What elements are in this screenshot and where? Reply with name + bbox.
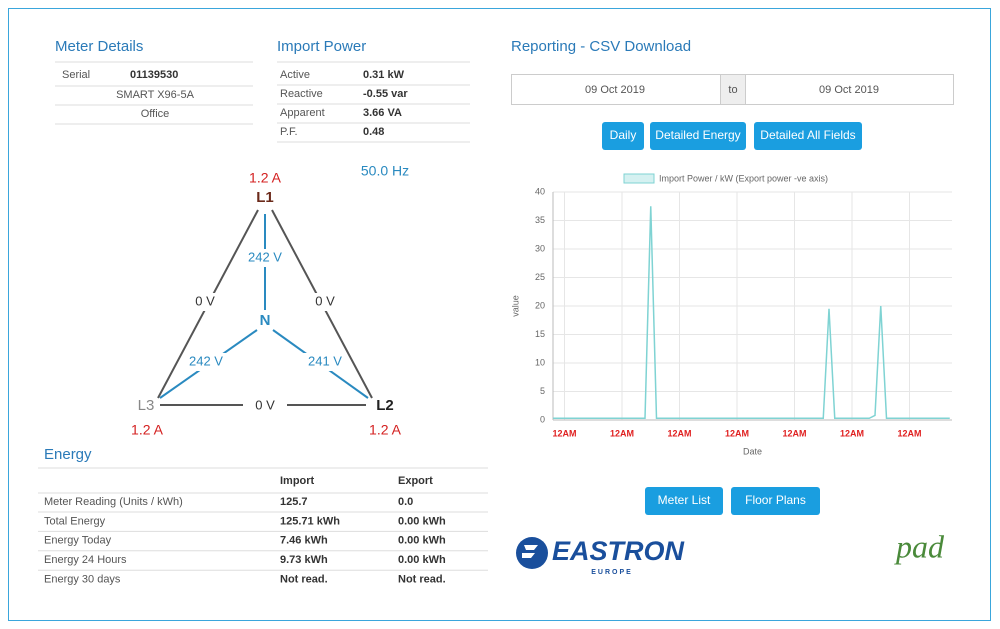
diagram-label: L1 — [256, 189, 274, 206]
diagram-label: 1.2 A — [249, 170, 282, 186]
y-tick-label: 30 — [535, 243, 545, 253]
label: Total Energy — [44, 515, 106, 527]
label: 9.73 kWh — [280, 554, 328, 566]
line-series — [553, 206, 950, 420]
addon — [720, 74, 746, 105]
diagram-label: 0 V — [195, 293, 215, 308]
logo-text: EUROPE — [591, 569, 633, 576]
label: 0.48 — [363, 126, 384, 138]
button-label: Detailed Energy — [655, 128, 740, 142]
label: Energy 30 days — [44, 574, 121, 586]
date-text: 09 Oct 2019 — [819, 84, 879, 96]
label: Export — [398, 475, 433, 487]
label-bg — [303, 353, 347, 371]
button-label: Detailed All Fields — [760, 128, 855, 142]
label: Import — [280, 475, 315, 487]
section-title: Import Power — [277, 38, 366, 55]
date-input[interactable] — [511, 74, 721, 105]
label: Reactive — [280, 88, 323, 100]
button[interactable] — [602, 122, 644, 150]
diagram-label: 50.0 Hz — [361, 163, 409, 179]
y-axis-label: value — [510, 295, 520, 317]
label: 125.7 — [280, 496, 308, 508]
frame — [8, 8, 991, 621]
label: 125.71 kWh — [280, 515, 340, 527]
date-text: 09 Oct 2019 — [585, 84, 645, 96]
label: 0.0 — [398, 496, 413, 508]
label: 7.46 kWh — [280, 535, 328, 547]
button[interactable] — [731, 487, 820, 515]
diagram-label: L3 — [138, 397, 155, 414]
label-bg — [243, 397, 287, 415]
diagram-label: 0 V — [255, 397, 275, 412]
label: Meter Reading (Units / kWh) — [44, 496, 183, 508]
label-bg — [183, 293, 227, 311]
y-tick-label: 0 — [540, 414, 545, 424]
button[interactable] — [645, 487, 723, 515]
y-tick-label: 10 — [535, 357, 545, 367]
y-tick-label: 5 — [540, 386, 545, 396]
section-title: Meter Details — [55, 38, 143, 55]
legend-swatch — [623, 173, 655, 184]
label: -0.55 var — [363, 88, 408, 100]
diagram-label: 1.2 A — [369, 422, 402, 438]
label: Apparent — [280, 107, 325, 119]
label: 0.00 kWh — [398, 535, 446, 547]
x-tick-label: 12AM — [725, 428, 749, 438]
button[interactable] — [754, 122, 862, 150]
label: 01139530 — [130, 69, 178, 81]
diagram-label: 242 V — [248, 249, 282, 264]
label: Energy Today — [44, 535, 112, 547]
y-tick-label: 25 — [535, 272, 545, 282]
button-label: Floor Plans — [745, 493, 806, 507]
label: 0.31 kW — [363, 69, 405, 81]
x-tick-label: 12AM — [552, 428, 576, 438]
button-label: Daily — [610, 128, 637, 142]
button-label: Meter List — [658, 493, 711, 507]
label: to — [728, 84, 737, 96]
diagram-label: 241 V — [308, 353, 342, 368]
date-input[interactable] — [745, 74, 954, 105]
label: 0.00 kWh — [398, 554, 446, 566]
section-title: Reporting - CSV Download — [511, 38, 691, 55]
x-tick-label: 12AM — [897, 428, 921, 438]
logo-text: EASTRON — [552, 536, 685, 566]
label-bg — [303, 293, 347, 311]
logo-text: pad — [894, 528, 945, 564]
x-tick-label: 12AM — [610, 428, 634, 438]
section-title: Energy — [44, 446, 92, 463]
button[interactable] — [650, 122, 746, 150]
label: 0.00 kWh — [398, 515, 446, 527]
label: Office — [141, 108, 170, 120]
label: 3.66 VA — [363, 107, 402, 119]
y-tick-label: 35 — [535, 215, 545, 225]
label: Not read. — [280, 574, 328, 586]
legend-label: Import Power / kW (Export power -ve axis… — [659, 173, 828, 183]
label: Not read. — [398, 574, 446, 586]
label: SMART X96-5A — [116, 89, 195, 101]
label: Energy 24 Hours — [44, 554, 127, 566]
label: Serial — [62, 69, 90, 81]
diagram-label: 1.2 A — [131, 422, 164, 438]
logo-icon — [522, 545, 538, 558]
diagram-label: 0 V — [315, 293, 335, 308]
diagram-label: 242 V — [189, 353, 223, 368]
x-axis-label: Date — [743, 446, 762, 456]
y-tick-label: 15 — [535, 329, 545, 339]
diagram-label: N — [260, 312, 271, 329]
diagram-label: L2 — [376, 397, 394, 414]
y-tick-label: 40 — [535, 186, 545, 196]
x-tick-label: 12AM — [840, 428, 864, 438]
label: Active — [280, 69, 310, 81]
x-tick-label: 12AM — [782, 428, 806, 438]
label-bg — [184, 353, 228, 371]
y-tick-label: 20 — [535, 300, 545, 310]
x-tick-label: 12AM — [667, 428, 691, 438]
label: P.F. — [280, 126, 298, 138]
label-bg — [243, 249, 287, 267]
